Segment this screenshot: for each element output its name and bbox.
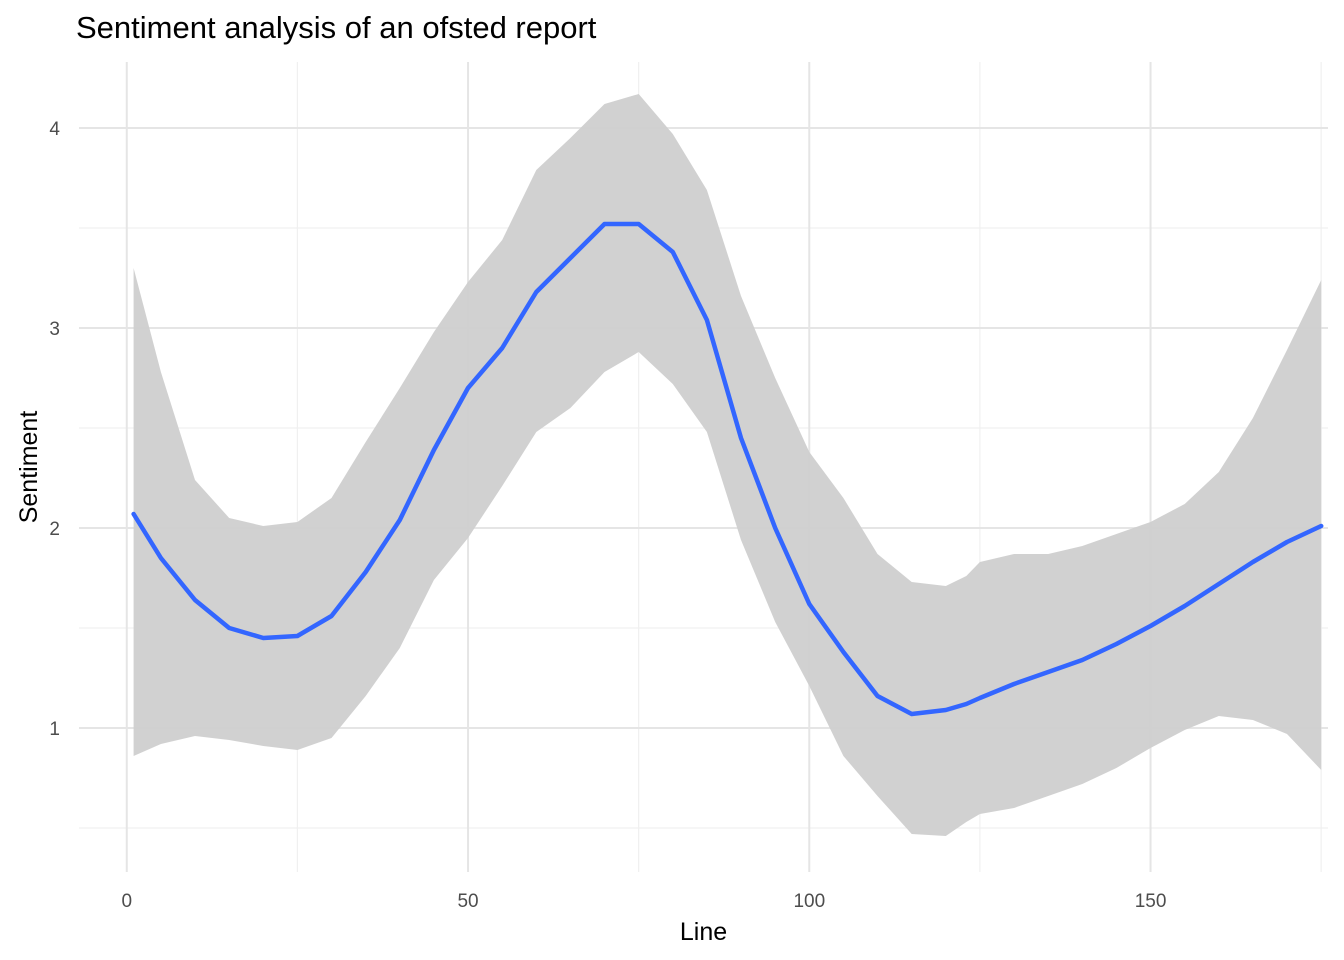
y-tick-label: 2 <box>49 519 60 540</box>
y-tick-label: 4 <box>49 119 60 140</box>
x-tick-label: 100 <box>793 891 825 912</box>
x-axis-ticks: 0 50 100 150 <box>121 891 1166 912</box>
trend-line <box>131 221 1324 717</box>
y-axis-ticks: 1 2 3 4 <box>49 119 60 740</box>
x-axis-title: Line <box>680 918 727 946</box>
y-tick-label: 3 <box>49 319 60 340</box>
x-tick-label: 0 <box>121 891 132 912</box>
x-tick-label: 150 <box>1135 891 1167 912</box>
x-tick-label: 50 <box>457 891 478 912</box>
confidence-band <box>133 94 1322 836</box>
y-axis-title: Sentiment <box>15 411 43 524</box>
chart-title: Sentiment analysis of an ofsted report <box>76 10 597 45</box>
y-tick-label: 1 <box>49 719 60 740</box>
